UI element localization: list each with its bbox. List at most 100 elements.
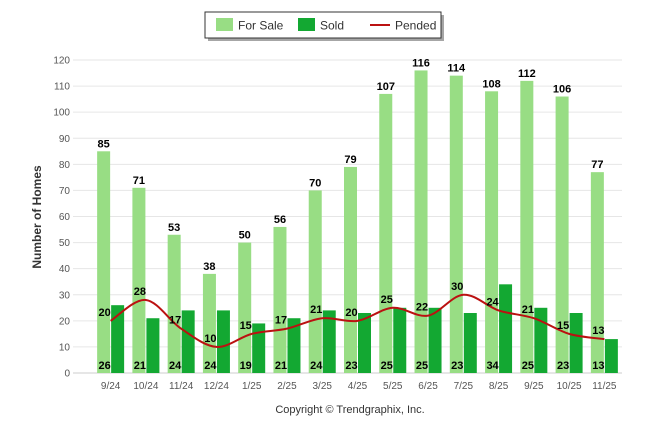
y-axis-label: Number of Homes [30, 165, 44, 269]
y-axis: 0 10 20 30 40 50 60 70 80 90 100 110 120 [53, 56, 70, 380]
pended-label-9-24: 20 [99, 307, 111, 319]
sold-bar-3-25 [322, 310, 336, 373]
sold-bar-9-24 [111, 305, 125, 373]
for-sale-bar-11-25 [590, 172, 604, 373]
y-tick-label: 70 [59, 186, 71, 197]
legend-box [204, 11, 442, 39]
y-tick-label: 30 [59, 290, 71, 301]
pended-label-10-25: 15 [557, 320, 569, 332]
x-axis: 9/24 10/24 11/24 12/24 1/25 2/25 3/25 4/25 5/25 6… [101, 381, 617, 392]
x-tick-label: 11/25 [592, 381, 617, 392]
y-tick-label: 50 [59, 238, 71, 249]
pended-label-5-25: 25 [381, 294, 393, 306]
copyright-text: Copyright © Trendgraphix, Inc. [275, 404, 424, 416]
for-sale-bar-9-25 [520, 80, 534, 373]
x-tick-label: 12/24 [204, 381, 229, 392]
for-sale-label-10-25: 106 [553, 84, 571, 96]
for-sale-bar-7-25 [449, 75, 463, 374]
for-sale-label-6-25: 116 [412, 57, 430, 69]
y-tick-label: 10 [59, 342, 71, 353]
sold-label-9-24: 26 [99, 360, 111, 372]
sold-bar-11-24 [181, 310, 195, 373]
pended-label-11-25: 13 [592, 325, 604, 337]
x-tick-label: 8/25 [489, 381, 509, 392]
for-sale-bar-12-24 [202, 273, 216, 373]
x-tick-label: 9/25 [524, 381, 544, 392]
y-tick-label: 100 [53, 108, 70, 119]
for-sale-label-8-25: 108 [482, 78, 500, 90]
for-sale-legend-label: For Sale [238, 19, 284, 33]
sold-bar-10-25 [569, 313, 583, 373]
sold-label-8-25: 34 [486, 360, 499, 372]
sold-bar-4-25 [358, 313, 371, 373]
sold-legend-label: Sold [320, 19, 344, 33]
sold-label-12-24: 24 [204, 360, 217, 372]
pended-label-8-25: 24 [486, 296, 499, 308]
for-sale-bar-10-24 [132, 187, 146, 373]
for-sale-bar-9-24 [97, 151, 111, 373]
pended-line [110, 293, 605, 348]
sold-legend-swatch [298, 18, 315, 31]
sold-label-11-24: 24 [169, 360, 182, 372]
for-sale-bar-10-25 [555, 96, 569, 374]
sold-label-9-25: 25 [522, 360, 534, 372]
pended-label-9-25: 21 [522, 304, 534, 316]
for-sale-legend-swatch [216, 18, 233, 31]
for-sale-label-9-24: 85 [98, 138, 110, 150]
sold-label-6-25: 25 [416, 360, 428, 372]
sold-bar-10-24 [146, 318, 160, 373]
sold-label-5-25: 25 [381, 360, 393, 372]
pended-label-2-25: 17 [275, 315, 287, 327]
y-tick-label: 40 [59, 264, 71, 275]
for-sale-label-4-25: 79 [344, 154, 356, 166]
for-sale-series [97, 70, 604, 374]
y-tick-label: 120 [53, 56, 70, 67]
legend: For Sale Sold Pended [204, 11, 444, 41]
for-sale-label-11-24: 53 [168, 222, 180, 234]
for-sale-label-2-25: 56 [274, 214, 286, 226]
sold-bar-5-25 [393, 307, 407, 373]
sold-label-3-25: 24 [310, 360, 323, 372]
y-tick-label: 20 [59, 316, 71, 327]
x-tick-label: 4/25 [348, 381, 368, 392]
y-tick-label: 60 [59, 212, 71, 223]
for-sale-bar-4-25 [344, 166, 357, 373]
for-sale-label-11-25: 77 [591, 159, 603, 171]
pended-label-11-24: 17 [169, 315, 181, 327]
for-sale-bar-5-25 [379, 93, 393, 374]
for-sale-bar-8-25 [485, 91, 499, 374]
x-tick-label: 1/25 [242, 381, 262, 392]
y-tick-label: 0 [64, 369, 70, 380]
pended-label-4-25: 20 [345, 307, 357, 319]
sold-bar-11-25 [604, 339, 618, 373]
y-tick-label: 80 [59, 160, 71, 171]
y-tick-label: 110 [54, 82, 70, 93]
data-labels: 85 26 20 71 21 28 53 24 17 38 24 10 50 19 15 56 21 17 70 24… [98, 57, 605, 372]
for-sale-bar-1-25 [238, 242, 252, 373]
for-sale-label-12-24: 38 [203, 261, 215, 273]
x-tick-label: 7/25 [454, 381, 474, 392]
sold-label-1-25: 19 [240, 360, 252, 372]
sold-bar-6-25 [428, 307, 442, 373]
for-sale-bar-2-25 [273, 226, 287, 373]
for-sale-bar-11-24 [167, 234, 181, 373]
sold-series [111, 284, 618, 373]
sold-label-2-25: 21 [275, 360, 287, 372]
for-sale-label-1-25: 50 [239, 230, 251, 242]
x-tick-label: 2/25 [277, 381, 297, 392]
sold-label-7-25: 23 [451, 360, 463, 372]
for-sale-bar-3-25 [308, 190, 322, 373]
for-sale-label-5-25: 107 [377, 81, 395, 93]
x-tick-label: 9/24 [101, 381, 121, 392]
sold-bar-12-24 [216, 310, 230, 373]
sold-bar-1-25 [252, 323, 266, 373]
x-tick-label: 5/25 [383, 381, 403, 392]
sold-bar-9-25 [534, 307, 548, 373]
x-tick-label: 10/24 [133, 381, 158, 392]
y-tick-label: 90 [59, 134, 71, 145]
sold-label-4-25: 23 [345, 360, 357, 372]
x-tick-label: 11/24 [169, 381, 194, 392]
pended-label-7-25: 30 [451, 281, 463, 293]
pended-label-1-25: 15 [240, 320, 252, 332]
